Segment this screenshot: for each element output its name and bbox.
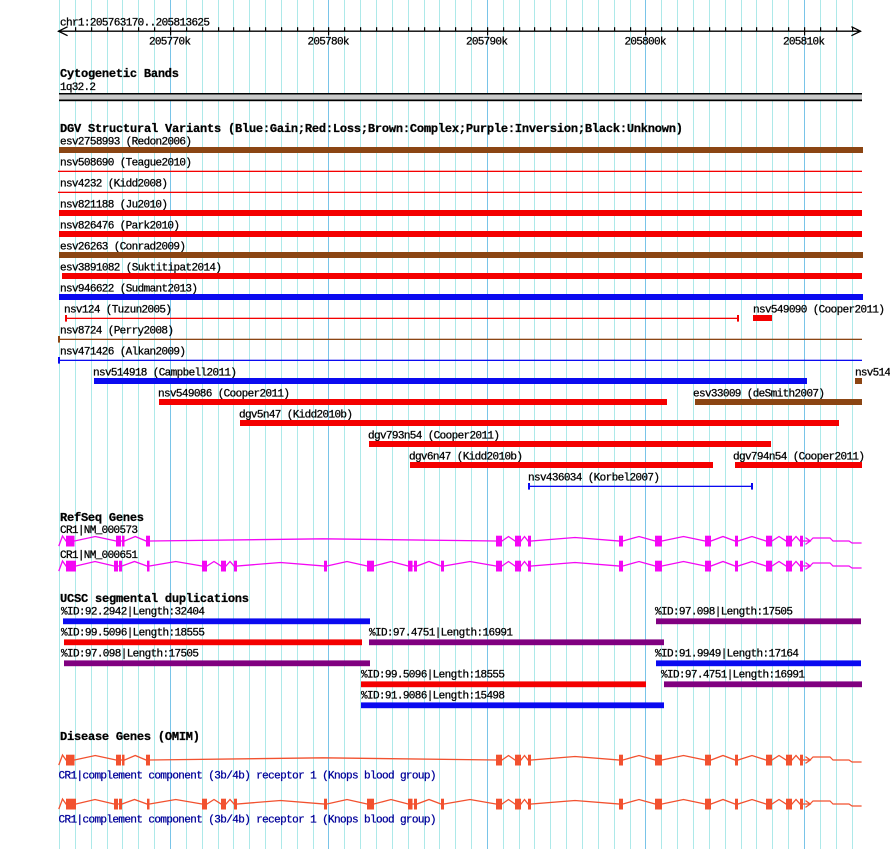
svg-text:205810k: 205810k xyxy=(783,36,825,48)
svg-text:205790k: 205790k xyxy=(466,36,508,48)
svg-text:CR1|complement component (3b/4: CR1|complement component (3b/4b) recepto… xyxy=(59,814,437,826)
svg-text:nsv946622 (Sudmant2013): nsv946622 (Sudmant2013) xyxy=(60,284,198,296)
svg-text:205800k: 205800k xyxy=(624,36,666,48)
svg-text:nsv436034 (Korbel2007): nsv436034 (Korbel2007) xyxy=(528,473,660,485)
svg-text:%ID:99.5096|Length:18555: %ID:99.5096|Length:18555 xyxy=(361,669,505,681)
svg-text:dgv5n47 (Kidd2010b): dgv5n47 (Kidd2010b) xyxy=(239,410,353,422)
svg-text:205770k: 205770k xyxy=(149,36,191,48)
svg-text:nsv549090 (Cooper2011): nsv549090 (Cooper2011) xyxy=(753,305,885,317)
svg-text:esv2758993 (Redon2006): esv2758993 (Redon2006) xyxy=(60,137,192,149)
svg-text:CR1|complement component (3b/4: CR1|complement component (3b/4b) recepto… xyxy=(59,770,437,782)
svg-text:Cytogenetic Bands: Cytogenetic Bands xyxy=(60,67,179,81)
svg-text:nsv508690 (Teague2010): nsv508690 (Teague2010) xyxy=(60,158,192,170)
svg-text:CR1|NM_000651: CR1|NM_000651 xyxy=(60,550,138,562)
svg-text:DGV Structural Variants (Blue:: DGV Structural Variants (Blue:Gain;Red:L… xyxy=(60,122,683,136)
svg-text:nsv124 (Tuzun2005): nsv124 (Tuzun2005) xyxy=(64,305,172,317)
svg-text:nsv549086 (Cooper2011): nsv549086 (Cooper2011) xyxy=(158,389,290,401)
svg-text:nsv821188 (Ju2010): nsv821188 (Ju2010) xyxy=(60,200,168,212)
svg-text:%ID:97.098|Length:17505: %ID:97.098|Length:17505 xyxy=(61,648,199,660)
svg-text:%ID:92.2942|Length:32404: %ID:92.2942|Length:32404 xyxy=(61,606,205,618)
svg-text:esv33009 (deSmith2007): esv33009 (deSmith2007) xyxy=(693,389,825,401)
svg-text:nsv471426 (Alkan2009): nsv471426 (Alkan2009) xyxy=(60,347,186,359)
svg-text:dgv793n54 (Cooper2011): dgv793n54 (Cooper2011) xyxy=(368,431,500,443)
svg-text:%ID:97.098|Length:17505: %ID:97.098|Length:17505 xyxy=(655,606,793,618)
svg-text:nsv514: nsv514 xyxy=(855,368,890,380)
svg-text:esv26263 (Conrad2009): esv26263 (Conrad2009) xyxy=(60,242,186,254)
svg-text:CR1|NM_000573: CR1|NM_000573 xyxy=(60,525,138,537)
svg-text:1q32.2: 1q32.2 xyxy=(60,82,96,94)
svg-text:%ID:99.5096|Length:18555: %ID:99.5096|Length:18555 xyxy=(61,627,205,639)
svg-text:%ID:91.9949|Length:17164: %ID:91.9949|Length:17164 xyxy=(655,648,799,660)
svg-text:%ID:97.4751|Length:16991: %ID:97.4751|Length:16991 xyxy=(661,669,805,681)
svg-text:chr1:205763170..205813625: chr1:205763170..205813625 xyxy=(60,18,210,30)
svg-text:dgv6n47 (Kidd2010b): dgv6n47 (Kidd2010b) xyxy=(409,452,523,464)
svg-text:nsv4232 (Kidd2008): nsv4232 (Kidd2008) xyxy=(60,179,168,191)
svg-text:UCSC segmental duplications: UCSC segmental duplications xyxy=(60,592,249,606)
svg-text:205780k: 205780k xyxy=(307,36,349,48)
svg-text:Disease Genes (OMIM): Disease Genes (OMIM) xyxy=(60,730,200,744)
svg-text:nsv514918 (Campbell2011): nsv514918 (Campbell2011) xyxy=(93,368,237,380)
svg-text:dgv794n54 (Cooper2011): dgv794n54 (Cooper2011) xyxy=(733,452,865,464)
svg-text:RefSeq Genes: RefSeq Genes xyxy=(60,511,144,525)
svg-text:nsv826476 (Park2010): nsv826476 (Park2010) xyxy=(60,221,180,233)
svg-text:%ID:91.9086|Length:15498: %ID:91.9086|Length:15498 xyxy=(361,690,505,702)
svg-text:esv3891082 (Suktitipat2014): esv3891082 (Suktitipat2014) xyxy=(60,263,222,275)
svg-text:%ID:97.4751|Length:16991: %ID:97.4751|Length:16991 xyxy=(369,627,513,639)
svg-text:nsv8724 (Perry2008): nsv8724 (Perry2008) xyxy=(60,326,174,338)
